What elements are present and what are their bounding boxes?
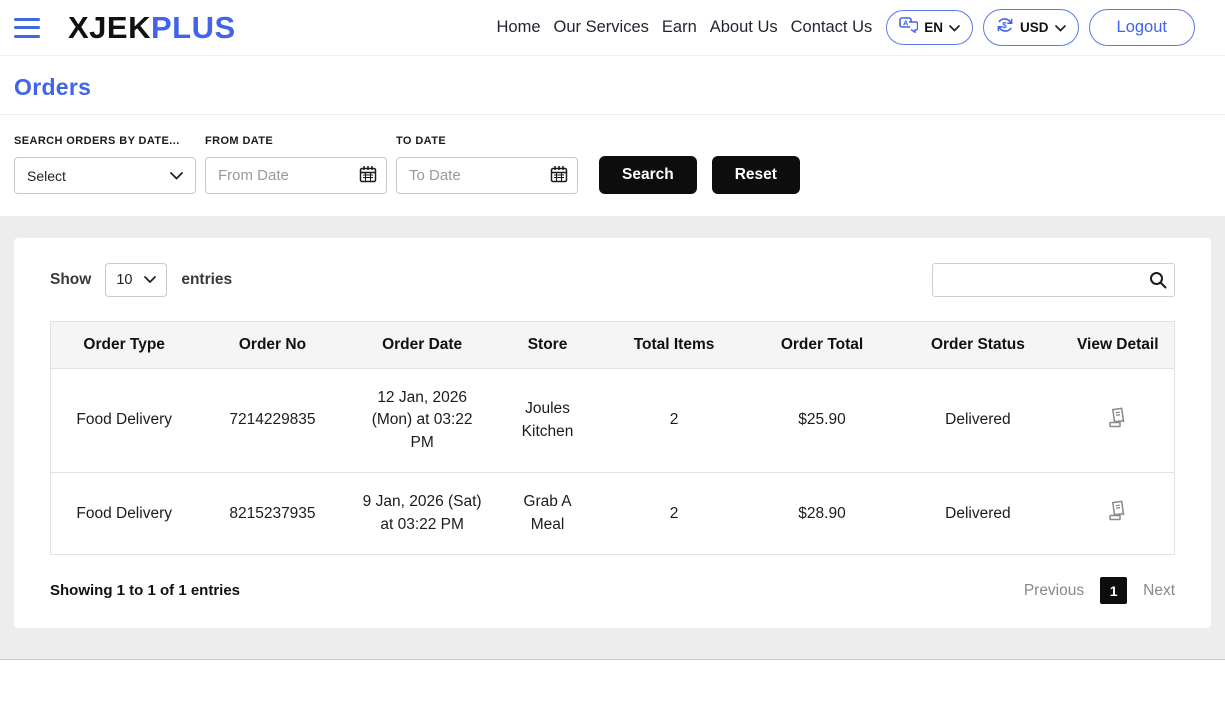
nav-home[interactable]: Home (496, 18, 541, 36)
cell-total-items: 2 (598, 472, 750, 556)
show-label: Show (50, 271, 92, 288)
footer-area (0, 660, 1225, 692)
table-row: Food Delivery 7214229835 12 Jan, 2026 (M… (50, 368, 1175, 474)
content-band: Show 10 entries (0, 216, 1225, 661)
cell-order-date: 12 Jan, 2026 (Mon) at 03:22 PM (347, 368, 497, 474)
main-nav: Home Our Services Earn About Us Contact … (497, 18, 873, 37)
col-order-no[interactable]: Order No (197, 321, 348, 369)
filter-to-date: TO DATE (396, 135, 578, 194)
logout-button[interactable]: Logout (1088, 9, 1195, 46)
view-detail-button[interactable] (1104, 497, 1132, 528)
search-by-select[interactable]: Select (14, 157, 196, 194)
from-date-label: FROM DATE (205, 135, 274, 147)
table-header-row: Order Type Order No Order Date Store Tot… (50, 321, 1175, 369)
currency-selector[interactable]: $ USD (983, 9, 1079, 46)
page-size-value: 10 (116, 272, 133, 288)
col-store[interactable]: Store (496, 321, 599, 369)
nav-contact-us[interactable]: Contact Us (790, 18, 873, 36)
language-selector[interactable]: A EN (886, 10, 974, 45)
chevron-down-icon (170, 167, 183, 185)
top-bar: XJEK PLUS Home Our Services Earn About U… (0, 0, 1225, 56)
nav-about-us[interactable]: About Us (709, 18, 778, 36)
col-total-items[interactable]: Total Items (598, 321, 750, 369)
currency-value: USD (1020, 20, 1049, 35)
language-value: EN (924, 20, 944, 35)
to-date-label: TO DATE (396, 135, 447, 147)
col-order-date[interactable]: Order Date (347, 321, 497, 369)
to-date-input[interactable] (396, 157, 578, 194)
cell-order-no: 7214229835 (197, 368, 348, 474)
cell-order-status: Delivered (894, 368, 1062, 474)
receipt-icon (1106, 407, 1130, 433)
cell-order-status: Delivered (894, 472, 1062, 556)
hamburger-menu-icon[interactable] (14, 17, 40, 38)
table-row: Food Delivery 8215237935 9 Jan, 2026 (Sa… (50, 472, 1175, 556)
calendar-icon[interactable] (549, 165, 569, 185)
search-by-selected-value: Select (27, 167, 66, 184)
pagination: Previous 1 Next (1023, 577, 1175, 605)
nav-our-services[interactable]: Our Services (553, 18, 649, 36)
pagination-page-1[interactable]: 1 (1100, 577, 1128, 605)
col-order-status[interactable]: Order Status (894, 321, 1062, 369)
svg-text:A: A (903, 19, 909, 28)
col-view-detail[interactable]: View Detail (1061, 321, 1175, 369)
col-order-total[interactable]: Order Total (749, 321, 895, 369)
cell-order-type: Food Delivery (50, 368, 198, 474)
search-by-label: SEARCH ORDERS BY DATE... (14, 135, 180, 147)
reset-button[interactable]: Reset (711, 156, 800, 194)
cell-order-total: $28.90 (749, 472, 895, 556)
filter-from-date: FROM DATE (205, 135, 387, 194)
cell-total-items: 2 (598, 368, 750, 474)
page-header: Orders (0, 56, 1225, 115)
entries-summary: Showing 1 to 1 of 1 entries (50, 582, 241, 600)
chevron-down-icon (949, 19, 960, 37)
entries-label: entries (181, 271, 233, 288)
calendar-icon[interactable] (358, 165, 378, 185)
cell-order-date: 9 Jan, 2026 (Sat) at 03:22 PM (347, 472, 497, 556)
nav-earn[interactable]: Earn (661, 18, 697, 36)
cell-order-total: $25.90 (749, 368, 895, 474)
search-button[interactable]: Search (599, 156, 697, 194)
chevron-down-icon (1054, 19, 1066, 37)
order-filters: SEARCH ORDERS BY DATE... Select FROM DAT… (0, 115, 1225, 216)
search-icon (1149, 271, 1167, 294)
view-detail-button[interactable] (1104, 404, 1132, 435)
table-search-input[interactable] (932, 263, 1175, 297)
svg-text:$: $ (1002, 21, 1007, 30)
pagination-next[interactable]: Next (1143, 581, 1175, 599)
header-pill-group: A EN $ USD Logout (886, 9, 1195, 46)
pagination-previous[interactable]: Previous (1023, 581, 1085, 599)
receipt-icon (1106, 500, 1130, 526)
cell-store: Joules Kitchen (496, 368, 599, 474)
logo-text-black: XJEK (68, 9, 151, 45)
logo-text-blue: PLUS (150, 9, 236, 45)
currency-exchange-icon: $ (996, 16, 1014, 39)
app-logo[interactable]: XJEK PLUS (68, 10, 236, 46)
page-size-select[interactable]: 10 (105, 263, 168, 297)
page-size-control: Show 10 entries (50, 263, 232, 297)
page-title: Orders (14, 74, 92, 100)
orders-card: Show 10 entries (14, 238, 1211, 629)
cell-store: Grab A Meal (496, 472, 599, 556)
from-date-input[interactable] (205, 157, 387, 194)
chevron-down-icon (144, 271, 157, 289)
col-order-type[interactable]: Order Type (50, 321, 198, 369)
cell-order-no: 8215237935 (197, 472, 348, 556)
translate-icon: A (899, 17, 919, 38)
filter-search-by: SEARCH ORDERS BY DATE... Select (14, 135, 196, 194)
cell-order-type: Food Delivery (50, 472, 198, 556)
orders-table: Order Type Order No Order Date Store Tot… (50, 321, 1175, 556)
